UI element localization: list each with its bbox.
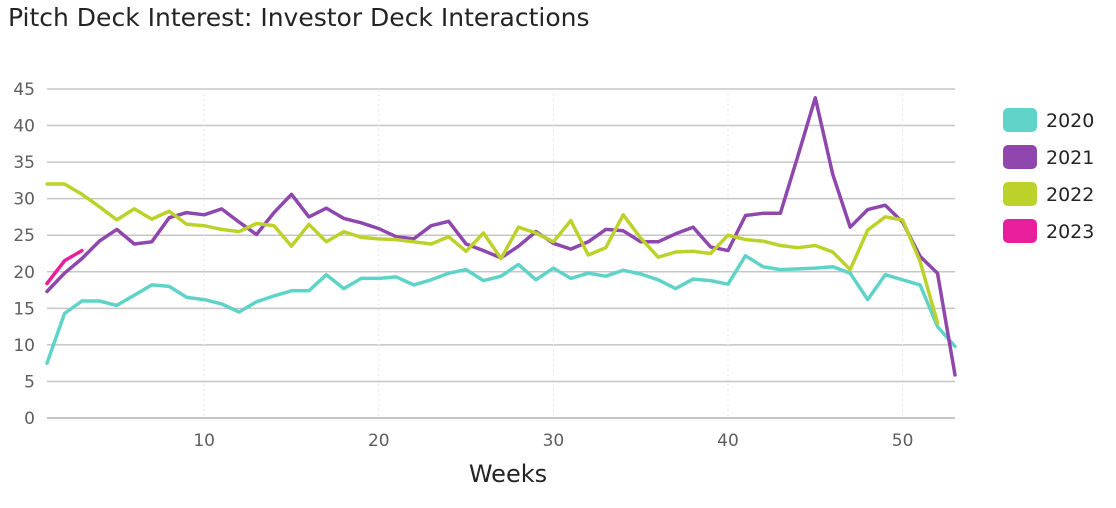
y-tick-label: 15	[13, 299, 35, 319]
legend-label-2023: 2023	[1046, 221, 1094, 243]
series-line-2020	[45, 253, 957, 365]
series-line-2021	[45, 96, 957, 377]
y-tick-label: 40	[13, 117, 35, 137]
legend-label-2022: 2022	[1046, 184, 1094, 206]
x-axis-label: Weeks	[469, 460, 547, 488]
chart-title: Pitch Deck Interest: Investor Deck Inter…	[8, 3, 590, 32]
y-tick-label: 45	[13, 80, 35, 100]
legend-label-2021: 2021	[1046, 147, 1094, 169]
y-tick-label: 20	[13, 263, 35, 283]
y-tick-label: 30	[13, 190, 35, 210]
legend-swatch-2022	[1003, 182, 1037, 206]
x-tick-label: 30	[543, 431, 565, 451]
series-line-2023	[45, 248, 84, 286]
x-tick-label: 50	[892, 431, 914, 451]
y-tick-label: 25	[13, 226, 35, 246]
y-tick-label: 5	[24, 372, 35, 392]
y-tick-label: 10	[13, 336, 35, 356]
y-tick-label: 0	[24, 409, 35, 429]
legend-swatch-2023	[1003, 219, 1037, 243]
x-axis-ticks: 10 20 30 40 50	[193, 431, 913, 451]
series-line-2022	[45, 182, 940, 325]
x-tick-label: 10	[193, 431, 215, 451]
y-axis-ticks: 0 5 10 15 20 25 30 35 40 45	[13, 80, 35, 429]
x-tick-label: 20	[368, 431, 390, 451]
series-lines	[45, 96, 957, 377]
legend-swatch-2020	[1003, 108, 1037, 132]
legend-label-2020: 2020	[1046, 110, 1094, 132]
legend-swatch-2021	[1003, 145, 1037, 169]
legend: 2020 2021 2022 2023	[1003, 108, 1094, 243]
gridlines	[47, 88, 955, 419]
x-tick-label: 40	[717, 431, 739, 451]
y-tick-label: 35	[13, 153, 35, 173]
